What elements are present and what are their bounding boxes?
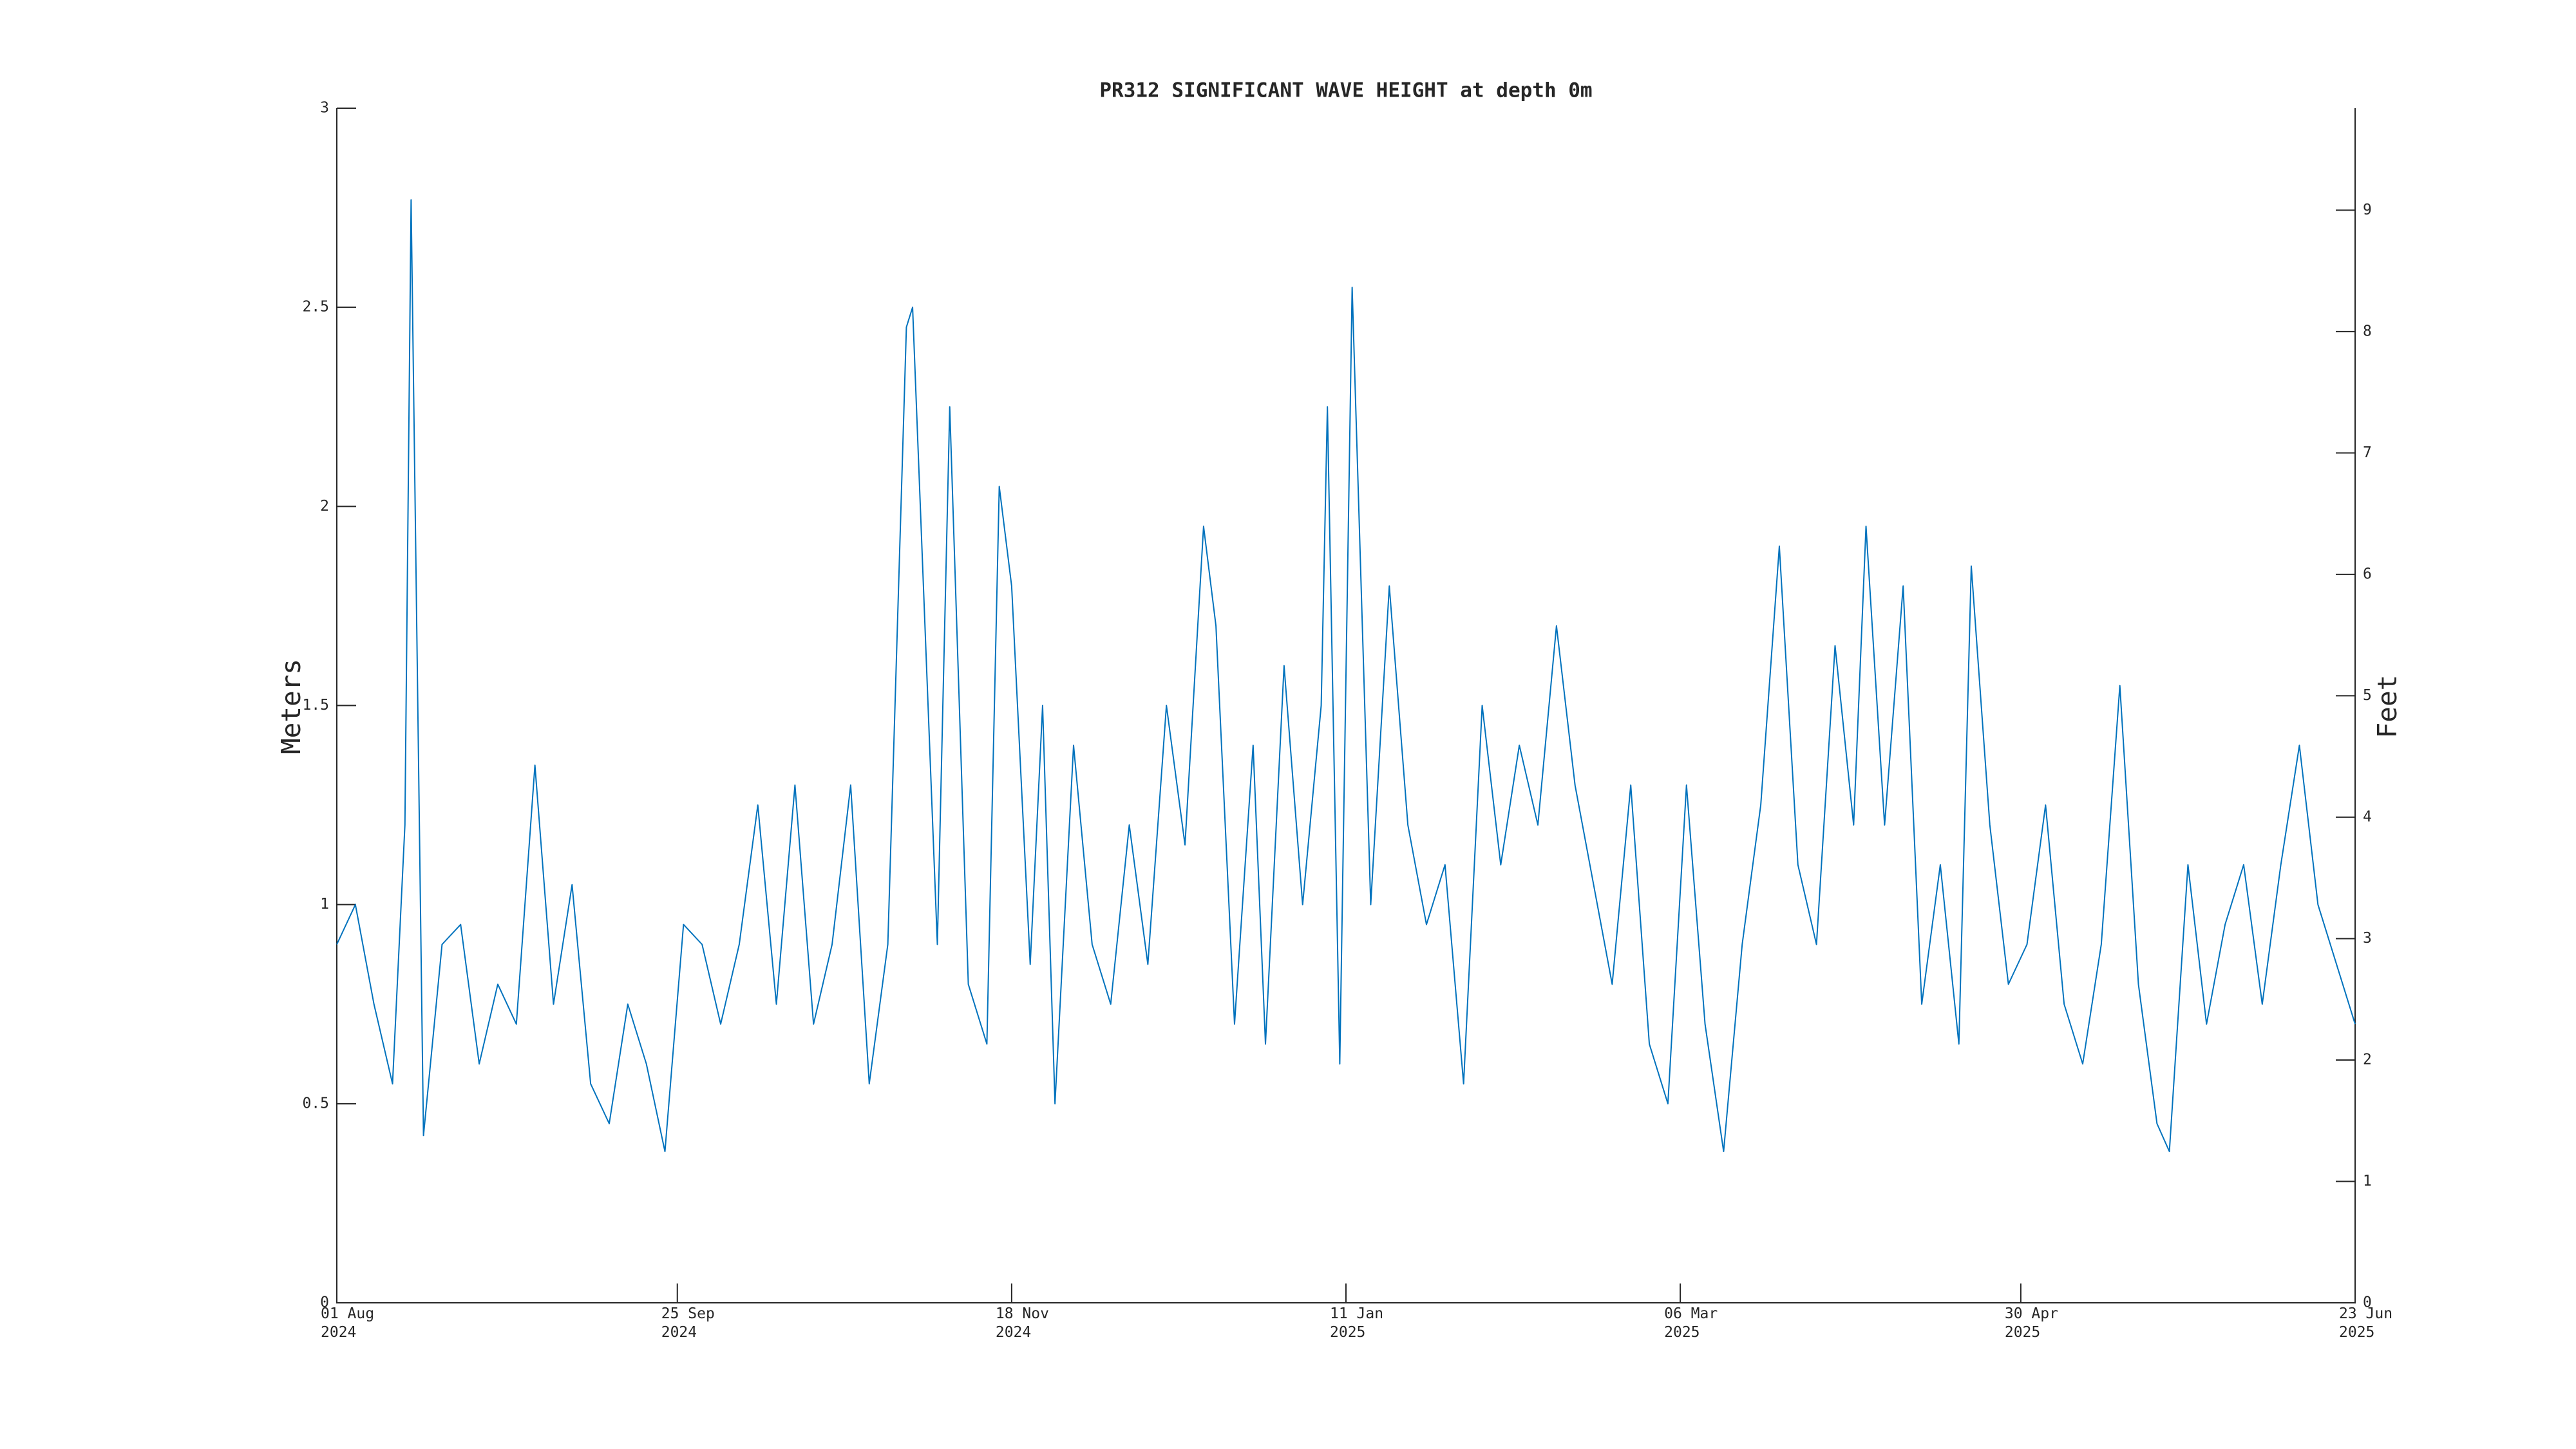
x-tick-label-line: 2025 — [2339, 1324, 2374, 1341]
x-tick-label: 25 Sep 2024 — [661, 1305, 715, 1341]
y-tick-label: 3 — [320, 100, 329, 117]
x-tick-label-line: 18 Nov — [996, 1305, 1049, 1322]
x-tick-label: 18 Nov 2024 — [996, 1305, 1049, 1341]
x-tick-label-line: 2024 — [661, 1324, 697, 1341]
x-tick-label: 06 Mar 2025 — [1664, 1305, 1718, 1341]
x-tick-label-line: 30 Apr — [2005, 1305, 2058, 1322]
y2-tick-label: 6 — [2363, 565, 2372, 582]
x-tick-label: 01 Aug 2024 — [321, 1305, 374, 1341]
y-tick-label: 1 — [320, 896, 329, 913]
y-tick-label: 2.5 — [302, 299, 329, 316]
x-tick-label: 23 Jun 2025 — [2339, 1305, 2392, 1341]
x-tick-label-line: 06 Mar — [1664, 1305, 1718, 1322]
x-tick-label-line: 11 Jan — [1330, 1305, 1383, 1322]
x-tick-label: 30 Apr 2025 — [2005, 1305, 2058, 1341]
x-tick-label-line: 01 Aug — [321, 1305, 374, 1322]
y2-tick-label: 1 — [2363, 1173, 2372, 1189]
y2-tick-label: 3 — [2363, 930, 2372, 947]
y2-tick-label: 7 — [2363, 444, 2372, 461]
y-tick-label: 2 — [320, 498, 329, 515]
y2-tick-label: 9 — [2363, 202, 2372, 218]
x-tick-label-line: 25 Sep — [661, 1305, 715, 1322]
x-tick-label-line: 2025 — [2005, 1324, 2040, 1341]
y-tick-label: 1.5 — [302, 697, 329, 714]
x-tick-label-line: 2025 — [1330, 1324, 1365, 1341]
y2-tick-label: 0 — [2363, 1294, 2372, 1311]
x-tick-label-line: 2025 — [1664, 1324, 1700, 1341]
x-tick-label-line: 23 Jun — [2339, 1305, 2392, 1322]
y2-tick-label: 4 — [2363, 808, 2372, 825]
chart-title: PR312 SIGNIFICANT WAVE HEIGHT at depth 0… — [1099, 79, 1592, 102]
data-line — [336, 199, 2356, 1153]
y-tick-label: 0 — [320, 1294, 329, 1311]
x-tick-label: 11 Jan 2025 — [1330, 1305, 1383, 1341]
y2-tick-label: 5 — [2363, 687, 2372, 704]
y-axis-label: Meters — [276, 659, 307, 754]
y2-tick-label: 8 — [2363, 323, 2372, 339]
x-tick-label-line: 2024 — [996, 1324, 1031, 1341]
y2-axis-label: Feet — [2372, 675, 2403, 739]
y-tick-label: 0.5 — [302, 1095, 329, 1112]
x-tick-label-line: 2024 — [321, 1324, 356, 1341]
y2-tick-label: 2 — [2363, 1051, 2372, 1068]
